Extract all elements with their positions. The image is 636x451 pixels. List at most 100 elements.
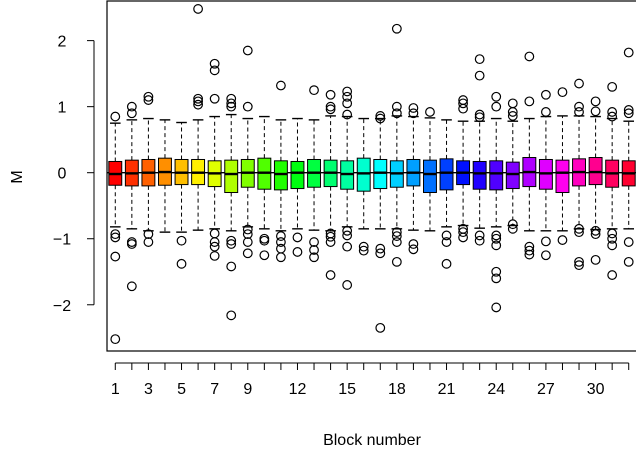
outlier-point — [524, 245, 535, 256]
outlier-point — [474, 70, 485, 81]
box-marks — [108, 4, 636, 345]
outlier-point — [391, 101, 402, 112]
outlier-point — [458, 232, 468, 243]
outlier-point — [491, 91, 502, 102]
outlier-point — [458, 98, 468, 109]
outlier-point — [342, 86, 353, 97]
outlier-point — [342, 109, 353, 120]
outlier-point — [441, 237, 452, 247]
outlier-point — [309, 237, 319, 247]
outlier-point — [242, 45, 253, 56]
outlier-point — [607, 228, 618, 239]
outlier-point — [441, 230, 452, 241]
outlier-point — [143, 91, 154, 102]
x-tick-label: 12 — [289, 381, 307, 398]
outlier-point — [110, 334, 121, 345]
outlier-point — [342, 230, 353, 241]
outlier-point — [541, 89, 551, 100]
y-tick-label: 2 — [58, 34, 67, 51]
box-block-17 — [373, 158, 388, 190]
outlier-point — [491, 101, 502, 112]
outlier-point — [342, 241, 353, 252]
x-tick-label: 30 — [587, 381, 605, 398]
outlier-point — [242, 237, 253, 247]
outlier-point — [242, 224, 253, 235]
y-tick-label: 1 — [58, 100, 67, 117]
outlier-point — [590, 229, 601, 240]
outlier-point — [242, 101, 253, 112]
outlier-point — [309, 85, 319, 96]
outlier-point — [110, 111, 121, 122]
outlier-point — [126, 108, 137, 119]
outlier-point — [292, 247, 303, 257]
outlier-point — [209, 93, 220, 104]
outlier-point — [391, 256, 402, 267]
outlier-point — [491, 273, 502, 284]
outlier-point — [507, 219, 518, 230]
outlier-point — [226, 93, 237, 104]
outlier-point — [507, 111, 518, 121]
outlier-point — [408, 239, 419, 249]
outlier-point — [557, 87, 568, 98]
outlier-point — [408, 103, 419, 113]
outlier-point — [590, 106, 601, 117]
outlier-point — [541, 107, 551, 117]
outlier-point — [209, 65, 220, 76]
outlier-point — [292, 232, 303, 243]
x-tick-label: 15 — [338, 381, 356, 398]
outlier-point — [226, 310, 237, 321]
outlier-point — [309, 245, 319, 255]
box-block-24 — [489, 160, 504, 191]
outlier-point — [309, 252, 319, 263]
y-tick-label: 0 — [58, 166, 67, 183]
outlier-point — [391, 108, 402, 119]
outlier-point — [276, 237, 286, 247]
outlier-point — [209, 251, 220, 261]
outlier-point — [391, 227, 402, 238]
outlier-point — [607, 81, 618, 92]
box-block-23 — [472, 160, 487, 190]
outlier-point — [574, 101, 584, 112]
outlier-point — [425, 107, 435, 117]
outlier-point — [623, 47, 634, 58]
outlier-point — [623, 108, 634, 119]
outlier-point — [276, 243, 286, 254]
outlier-point — [623, 237, 634, 247]
outlier-point — [209, 58, 220, 69]
outlier-point — [408, 108, 419, 119]
outlier-point — [375, 322, 386, 333]
outlier-point — [375, 111, 386, 121]
box-block-21 — [439, 158, 454, 191]
outlier-point — [590, 225, 601, 236]
outlier-point — [325, 101, 336, 112]
outlier-point — [375, 113, 386, 124]
outlier-point — [110, 229, 121, 240]
outlier-point — [474, 54, 485, 65]
outlier-point — [209, 241, 220, 252]
outlier-point — [110, 232, 121, 243]
outlier-point — [507, 107, 518, 117]
outlier-point — [375, 243, 386, 254]
outlier-point — [574, 227, 584, 238]
outlier-point — [491, 230, 502, 241]
outlier-point — [276, 231, 286, 241]
outlier-point — [143, 229, 154, 240]
outlier-point — [342, 225, 353, 236]
y-tick-label: −2 — [53, 298, 71, 315]
outlier-point — [358, 241, 369, 252]
outlier-point — [391, 231, 402, 241]
outlier-point — [342, 98, 353, 109]
box-block-8 — [224, 159, 239, 194]
outlier-point — [491, 233, 502, 244]
outlier-point — [193, 96, 203, 107]
outlier-point — [342, 280, 353, 290]
outlier-point — [574, 223, 584, 234]
x-tick-label: 1 — [111, 381, 120, 398]
outlier-point — [126, 101, 137, 112]
outlier-point — [507, 223, 518, 234]
outlier-point — [574, 260, 584, 271]
y-axis-title: M — [9, 170, 26, 183]
outlier-point — [325, 237, 336, 247]
outlier-point — [607, 111, 618, 122]
outlier-point — [226, 235, 237, 246]
